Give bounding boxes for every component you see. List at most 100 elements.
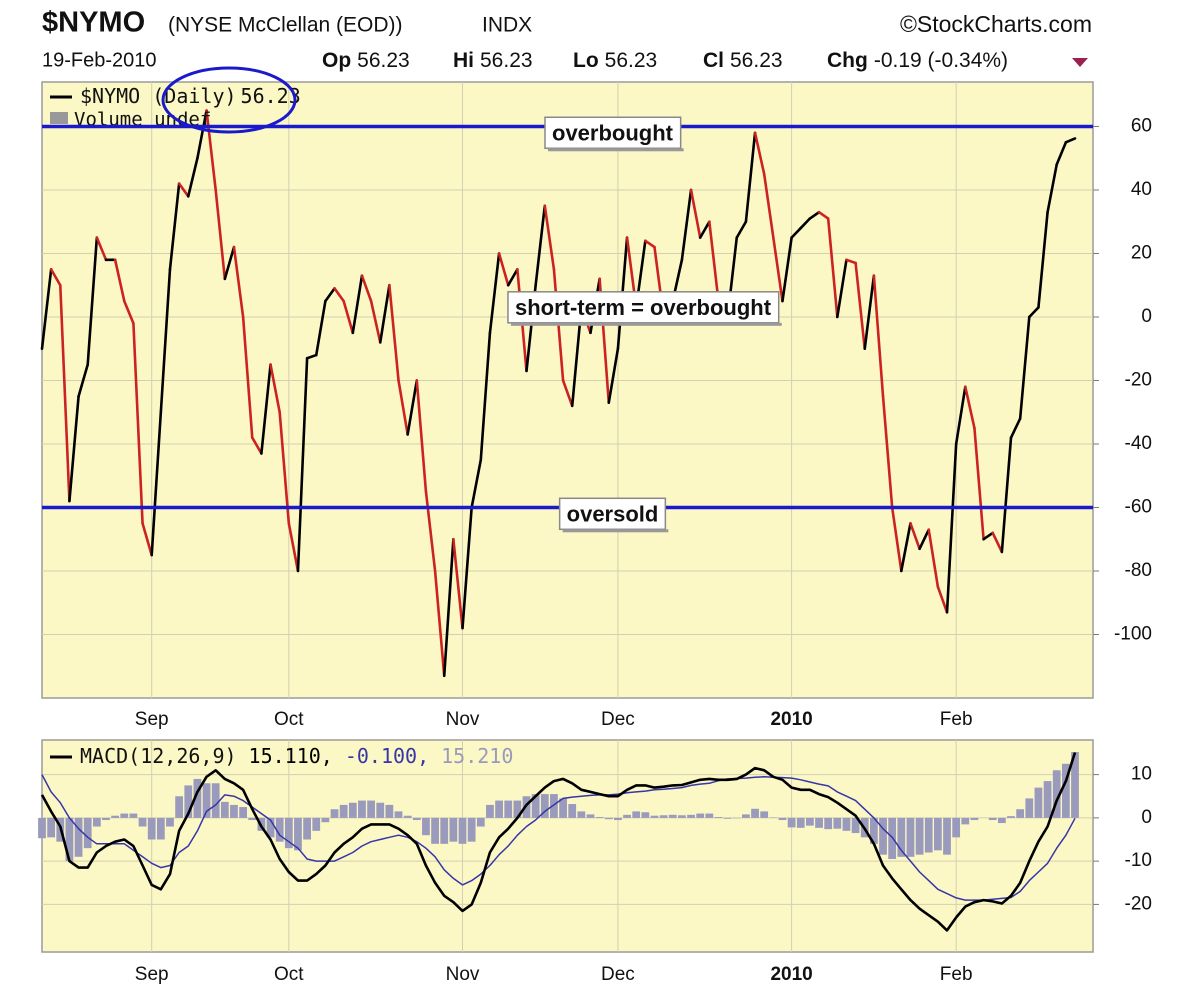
histogram-bar [1071,752,1079,818]
line-segment [40,268,53,351]
histogram-bar [230,804,238,818]
histogram-bar [504,800,513,818]
line-segment [543,204,556,271]
x-tick-label: Sep [135,964,169,985]
quote-label: Cl [703,49,724,72]
histogram-bar [294,817,302,851]
histogram-bar [787,817,796,828]
histogram-bar [403,815,412,818]
line-segment [964,385,976,430]
quote-value: 56.23 [605,49,658,72]
line-segment [333,287,345,303]
line-segment [936,585,949,614]
x-tick-label: Feb [940,964,973,985]
histogram-bar [632,811,641,818]
line-segment [113,258,126,303]
histogram-bar [120,813,129,818]
histogram-bar [943,817,951,855]
histogram-bar [842,817,851,831]
histogram-bar [449,817,458,842]
line-segment [452,537,464,630]
line-segment [150,410,163,557]
histogram-bar [815,817,823,828]
annotation-background [544,116,682,150]
y-tick-label: 0 [1141,306,1152,327]
x-tick-label: Dec [601,964,635,985]
histogram-bar [348,802,357,818]
histogram-bar [239,807,248,818]
line-segment [1055,141,1068,166]
line-segment [1027,306,1040,319]
histogram-bar [184,785,193,818]
annotation-shadow [510,322,782,326]
line-segment [708,220,720,303]
panel: 60 40 20 0 -20 -40 -60 -80 -100 Sep Oct Nov Dec 2010 F… [40,81,1152,730]
x-tick-label: Oct [274,709,304,730]
line-segment [406,379,419,436]
quote-item: Cl 56.23 [703,49,783,72]
down-arrow [1072,58,1088,67]
quote-value: 56.23 [357,49,410,72]
header: $NYMO (NYSE McClellan (EOD)) INDX ©Stock… [42,7,1092,72]
histogram-bar [138,817,147,827]
histogram-bar [668,814,677,818]
line-segment [378,283,391,344]
line-segment [991,531,1004,554]
histogram-bar [38,817,46,839]
line-segment [872,274,885,398]
histogram-bar [412,817,421,821]
histogram-bar [321,817,330,823]
line-segment [1009,417,1022,439]
quote-value: 56.23 [480,49,533,72]
histogram-bar [220,801,229,818]
histogram-bar [586,814,595,818]
histogram-bar [970,817,979,821]
line-segment [287,522,300,573]
histogram-bar [824,817,833,830]
legend-text: $NYMO (Daily) 56.23 [80,84,301,108]
line-segment [250,436,263,455]
line-segment [205,109,217,192]
x-tick-label: Feb [940,709,973,730]
panel: 10 0 -10 -20 Sep Oct Nov Dec 2010 Feb MACD(12,26,9… [38,739,1152,985]
histogram-bar [851,817,860,834]
histogram-bar [47,817,56,838]
legend-text: MACD(12,26,9) 15.110, -0.100, 15.210 [80,744,513,768]
histogram-bar [897,817,906,857]
histogram-bar [723,817,732,819]
line-segment [506,268,519,287]
line-segment [49,268,62,287]
exchange: INDX [482,14,532,37]
quote-label: Op [322,49,351,72]
histogram-bar [614,817,622,821]
histogram-bar [358,800,366,818]
line-segment [95,236,108,262]
line-segment [488,252,501,335]
line-segment [836,258,848,319]
legend-title: MACD(12,26,9) [80,744,237,768]
line-segment [159,268,172,414]
histogram-bar [906,817,915,857]
line-segment [141,522,153,557]
annotation-text: oversold [567,501,659,526]
line-segment [735,220,748,239]
quote-item: Op 56.23 [322,49,410,72]
histogram-bar [376,802,385,818]
line-segment [77,363,90,398]
date: 19-Feb-2010 [42,49,157,71]
line-segment [58,283,71,503]
histogram-bar [915,817,924,855]
histogram-bar [568,804,577,818]
line-segment [817,210,830,220]
histogram-bar [275,817,284,842]
histogram-bar [476,817,485,827]
line-segment [1037,210,1049,309]
line-segment [351,274,364,335]
x-tick-label: 2010 [770,964,812,985]
line-segment [214,188,227,281]
histogram-bar [147,817,156,840]
y-tick-label: 10 [1131,764,1152,785]
line-segment [369,299,382,344]
histogram-bar [74,817,83,857]
